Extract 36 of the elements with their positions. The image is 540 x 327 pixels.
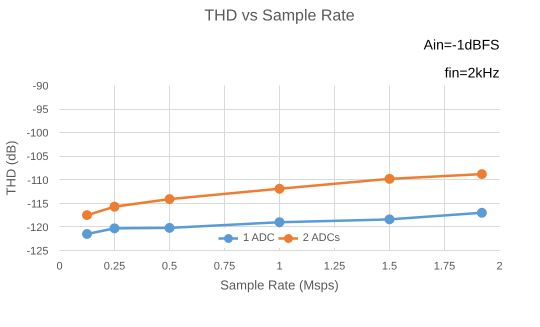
x-tick-label: 0.5 <box>162 260 178 272</box>
y-tick-label: -115 <box>27 198 49 210</box>
chart-title: THD vs Sample Rate <box>204 8 355 24</box>
x-tick-label: 1.25 <box>324 260 346 272</box>
y-tick-label: -110 <box>27 174 49 187</box>
x-tick-label: 1.5 <box>382 260 398 272</box>
point <box>110 223 120 234</box>
point <box>274 184 284 194</box>
point <box>476 169 487 180</box>
y-tick-label: -90 <box>32 80 49 92</box>
point <box>476 208 487 218</box>
legend-label: 2 ADCs <box>302 232 340 244</box>
y-tick-label: -120 <box>26 222 49 234</box>
text: fin=2kHz <box>444 64 500 80</box>
point <box>384 214 394 224</box>
x-tick-label: 2 <box>496 260 503 272</box>
point <box>164 222 174 233</box>
y-tick-label: -95 <box>32 104 49 116</box>
x-tick-label: 0.75 <box>214 260 236 272</box>
point <box>384 174 394 184</box>
x-tick-label: 1.75 <box>434 260 456 272</box>
y-tick-label: -125 <box>26 246 49 258</box>
legend-label: 1 ADC <box>242 232 275 244</box>
point <box>82 210 92 220</box>
y-axis-title: THD (dB) <box>3 140 18 196</box>
text: Ain=-1dBFS <box>424 36 500 52</box>
point <box>82 229 92 239</box>
x-tick-label: 0 <box>56 260 63 272</box>
x-tick-label: 1 <box>276 260 283 272</box>
x-tick-label: 0.25 <box>104 260 126 272</box>
point <box>274 217 284 228</box>
x-axis-title: Sample Rate (Msps) <box>220 278 339 292</box>
y-tick-label: -100 <box>26 128 49 140</box>
point <box>110 202 120 212</box>
y-tick-label: -105 <box>26 151 49 164</box>
point <box>164 194 174 204</box>
